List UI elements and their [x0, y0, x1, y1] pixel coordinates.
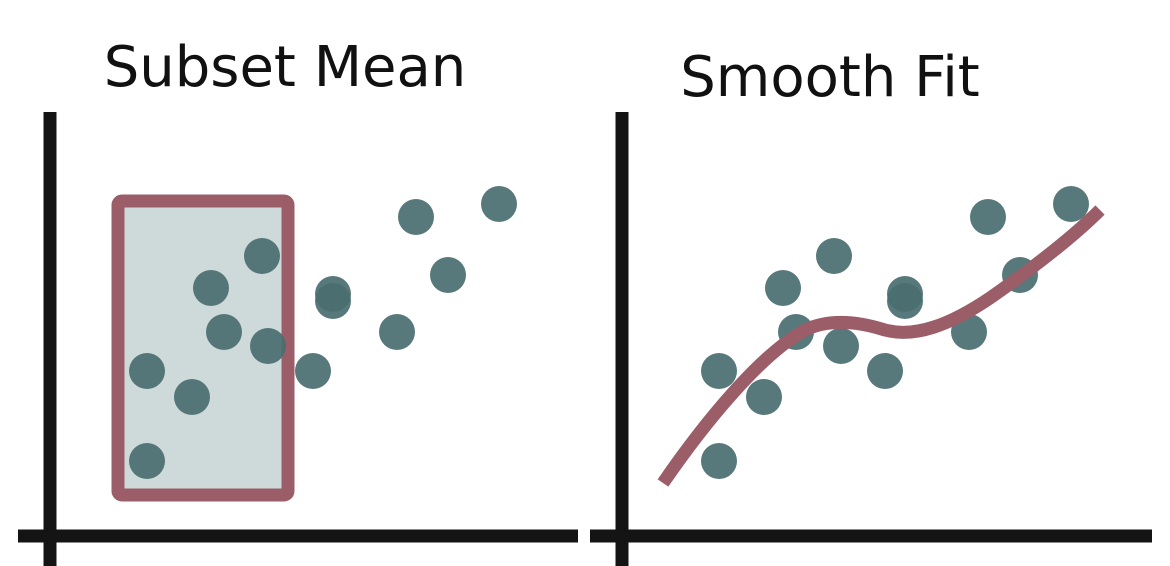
scatter-point [398, 199, 434, 235]
scatter-point [250, 328, 286, 364]
scatter-point [887, 283, 923, 319]
scatter-point [1053, 186, 1089, 222]
panel-subset-mean: Subset Mean [18, 35, 578, 566]
scatter-point [129, 443, 165, 479]
scatter-point [295, 353, 331, 389]
scatter-point [970, 199, 1006, 235]
scatter-point [746, 379, 782, 415]
scatter-point [823, 328, 859, 364]
panel-title-subset-mean: Subset Mean [104, 35, 467, 100]
scatter-point [379, 314, 415, 350]
panel-title-smooth-fit: Smooth Fit [680, 45, 980, 110]
scatter-point [244, 238, 280, 274]
scatter-point [481, 186, 517, 222]
scatter-point [174, 379, 210, 415]
scatter-point [765, 270, 801, 306]
scatter-point [701, 353, 737, 389]
scatter-point [867, 353, 903, 389]
scatter-point [816, 238, 852, 274]
scatter-point [129, 353, 165, 389]
scatter-point [701, 443, 737, 479]
scatter-point [193, 270, 229, 306]
scatter-point [430, 257, 466, 293]
smooth-fit-curve [657, 205, 1105, 487]
panel-smooth-fit: Smooth Fit [590, 45, 1152, 566]
scatter-points-left [129, 186, 517, 479]
scatter-point [206, 314, 242, 350]
subset-window-box [111, 194, 295, 502]
scatter-point [315, 283, 351, 319]
